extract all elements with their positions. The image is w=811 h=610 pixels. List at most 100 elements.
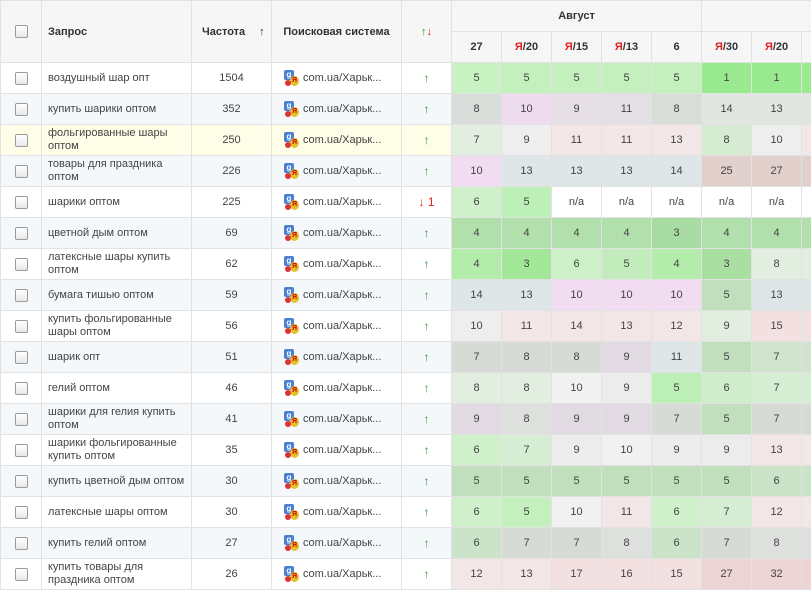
search-engine-cell[interactable]: g Я com.ua/Харьк... xyxy=(271,372,402,404)
row-checkbox[interactable] xyxy=(14,505,28,519)
row-checkbox[interactable] xyxy=(14,164,28,178)
search-engine-cell[interactable]: g Я com.ua/Харьк... xyxy=(271,341,402,373)
trend-up-indicator: ↑ xyxy=(423,412,430,426)
position-cell: 7 xyxy=(501,527,552,559)
date-column-header[interactable]: Я/13 xyxy=(601,31,652,63)
frequency-cell: 56 xyxy=(191,310,272,342)
position-cell: 13 xyxy=(501,558,552,590)
select-all-checkbox[interactable] xyxy=(14,25,28,38)
position-cell xyxy=(801,217,811,249)
table-row[interactable]: купить товары для праздника оптом 26 g Я com… xyxy=(0,558,811,590)
table-row[interactable]: купить шарики оптом 352 g Я com.ua/Харьк... ↑… xyxy=(0,93,811,125)
search-engine-cell[interactable]: g Я com.ua/Харьк... xyxy=(271,93,402,125)
row-checkbox[interactable] xyxy=(14,412,28,426)
position-cell xyxy=(801,341,811,373)
position-cell xyxy=(801,248,811,280)
query-cell: шарики фольгированные купить оптом xyxy=(41,434,192,466)
table-row[interactable]: товары для праздника оптом 226 g Я com.ua/Ха… xyxy=(0,155,811,187)
date-column-header[interactable]: Я/20 xyxy=(751,31,803,63)
date-column-header[interactable]: Я/20 xyxy=(501,31,552,63)
row-checkbox[interactable] xyxy=(14,319,28,333)
search-engine-cell[interactable]: g Я com.ua/Харьк... xyxy=(271,558,402,590)
table-row[interactable]: купить фольгированные шары оптом 56 g Я com.… xyxy=(0,310,811,342)
row-checkbox[interactable] xyxy=(14,443,28,457)
date-label: /30 xyxy=(722,41,739,53)
table-row[interactable]: латексные шары оптом 30 g Я com.ua/Харьк... ↑… xyxy=(0,496,811,528)
table-row[interactable]: шарики для гелия купить оптом 41 g Я com.ua/… xyxy=(0,403,811,435)
row-checkbox[interactable] xyxy=(14,257,28,271)
row-checkbox[interactable] xyxy=(14,350,28,364)
row-select-cell xyxy=(0,310,42,342)
position-cell: 11 xyxy=(601,124,652,156)
row-checkbox[interactable] xyxy=(14,381,28,395)
position-cell xyxy=(801,372,811,404)
position-cell: 9 xyxy=(551,403,602,435)
search-engine-cell[interactable]: g Я com.ua/Харьк... xyxy=(271,310,402,342)
search-engine-cell[interactable]: g Я com.ua/Харьк... xyxy=(271,434,402,466)
position-cell xyxy=(801,155,811,187)
row-checkbox[interactable] xyxy=(14,226,28,240)
date-label: /20 xyxy=(772,41,789,53)
row-checkbox[interactable] xyxy=(14,102,28,116)
trend-cell: ↑ xyxy=(401,527,452,559)
date-column-header[interactable]: Я/15 xyxy=(551,31,602,63)
search-engine-cell[interactable]: g Я com.ua/Харьк... xyxy=(271,155,402,187)
trend-up-indicator: ↑ xyxy=(423,288,430,302)
trend-cell: ↑ xyxy=(401,434,452,466)
table-row[interactable]: латексные шары купить оптом 62 g Я com.ua/Ха… xyxy=(0,248,811,280)
search-engine-cell[interactable]: g Я com.ua/Харьк... xyxy=(271,527,402,559)
position-cell: 9 xyxy=(601,341,652,373)
frequency-cell: 35 xyxy=(191,434,272,466)
search-engine-column-header[interactable]: Поисковая система xyxy=(271,0,402,63)
trend-up-indicator: ↑ xyxy=(423,319,430,333)
row-checkbox[interactable] xyxy=(14,133,28,147)
position-cell xyxy=(801,496,811,528)
row-checkbox[interactable] xyxy=(14,71,28,85)
search-engine-cell[interactable]: g Я com.ua/Харьк... xyxy=(271,62,402,94)
search-engine-label: com.ua/Харьк... xyxy=(303,474,382,487)
row-checkbox[interactable] xyxy=(14,288,28,302)
position-cell: 14 xyxy=(551,310,602,342)
search-engine-cell[interactable]: g Я com.ua/Харьк... xyxy=(271,248,402,280)
date-column-header[interactable] xyxy=(801,31,811,63)
position-cell xyxy=(801,279,811,311)
row-checkbox[interactable] xyxy=(14,536,28,550)
trend-up-indicator: ↑ xyxy=(423,102,430,116)
frequency-column-header[interactable]: Частота ↑ xyxy=(191,0,272,63)
search-engine-cell[interactable]: g Я com.ua/Харьк... xyxy=(271,465,402,497)
search-engine-cell[interactable]: g Я com.ua/Харьк... xyxy=(271,124,402,156)
position-cell: 9 xyxy=(701,434,753,466)
search-engine-cell[interactable]: g Я com.ua/Харьк... xyxy=(271,217,402,249)
row-checkbox[interactable] xyxy=(14,195,28,209)
yandex-marker: Я xyxy=(514,41,523,53)
position-cell: 12 xyxy=(650,310,703,342)
trend-column-header[interactable]: ↑↓ xyxy=(401,0,452,63)
frequency-cell: 1504 xyxy=(191,62,272,94)
table-row[interactable]: купить цветной дым оптом 30 g Я com.ua/Харьк… xyxy=(0,465,811,497)
date-column-header[interactable]: 6 xyxy=(650,31,703,63)
search-engine-cell[interactable]: g Я com.ua/Харьк... xyxy=(271,496,402,528)
trend-up-indicator: ↑ xyxy=(423,536,430,550)
date-column-header[interactable]: Я/30 xyxy=(701,31,753,63)
search-engine-cell[interactable]: g Я com.ua/Харьк... xyxy=(271,186,402,218)
table-row[interactable]: воздушный шар опт 1504 g Я com.ua/Харьк... ↑ 5… xyxy=(0,62,811,94)
row-select-cell xyxy=(0,403,42,435)
position-cell: 7 xyxy=(501,434,552,466)
table-row[interactable]: бумага тишью оптом 59 g Я com.ua/Харьк... ↑ 14… xyxy=(0,279,811,311)
table-row[interactable]: шарики фольгированные купить оптом 35 g Я co… xyxy=(0,434,811,466)
row-checkbox[interactable] xyxy=(14,567,28,581)
query-column-header[interactable]: Запрос xyxy=(41,0,192,63)
position-cell: 13 xyxy=(650,124,703,156)
search-engine-cell[interactable]: g Я com.ua/Харьк... xyxy=(271,279,402,311)
position-cell: n/a xyxy=(751,186,803,218)
table-row[interactable]: фольгированные шары оптом 250 g Я com.ua/Хар… xyxy=(0,124,811,156)
search-engine-cell[interactable]: g Я com.ua/Харьк... xyxy=(271,403,402,435)
date-column-header[interactable]: 27 xyxy=(451,31,502,63)
row-checkbox[interactable] xyxy=(14,474,28,488)
